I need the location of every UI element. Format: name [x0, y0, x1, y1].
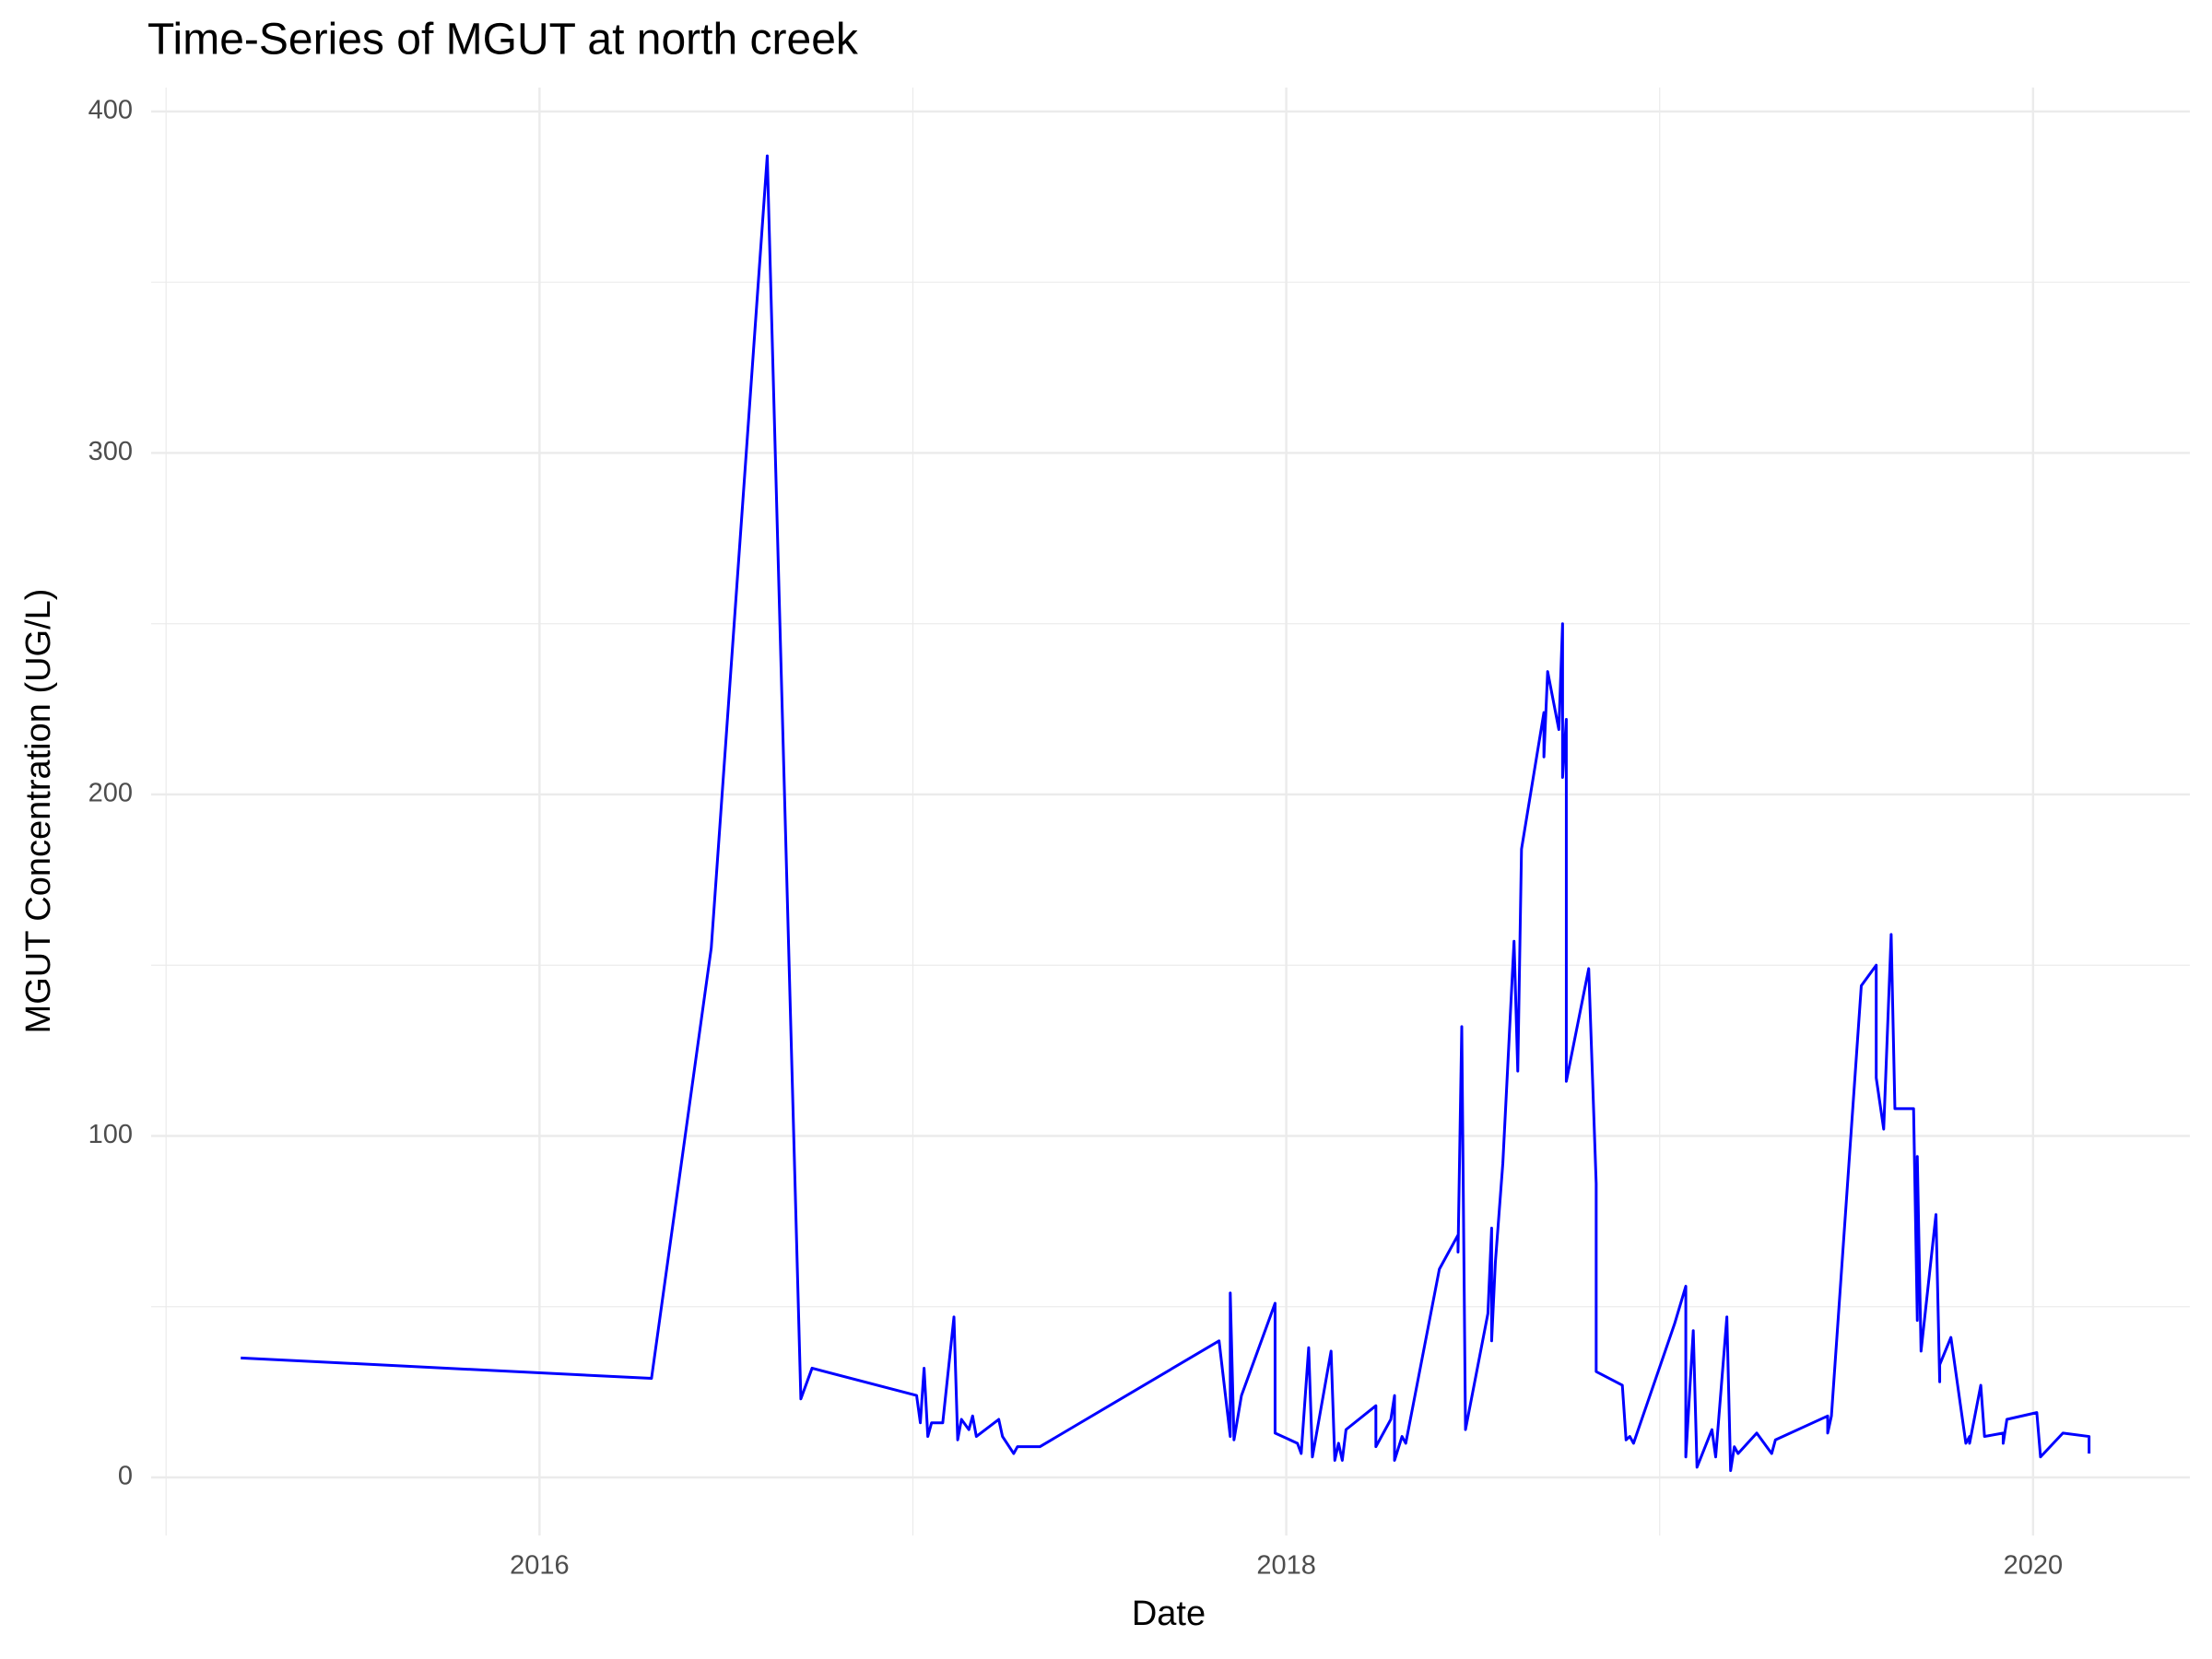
- y-axis-title: MGUT Concentration (UG/L): [19, 589, 58, 1034]
- data-line: [241, 154, 2091, 1473]
- x-axis-title: Date: [1132, 1594, 1206, 1633]
- y-tick-label: 300: [88, 437, 133, 466]
- y-tick-label: 100: [88, 1120, 133, 1149]
- y-tick-label: 0: [118, 1462, 133, 1491]
- x-tick-label: 2018: [1256, 1551, 1316, 1581]
- x-tick-label: 2020: [2004, 1551, 2064, 1581]
- chart-title: Time-Series of MGUT at north creek: [147, 16, 859, 65]
- x-tick-label: 2016: [510, 1551, 570, 1581]
- y-tick-label: 200: [88, 779, 133, 808]
- y-tick-label: 400: [88, 96, 133, 125]
